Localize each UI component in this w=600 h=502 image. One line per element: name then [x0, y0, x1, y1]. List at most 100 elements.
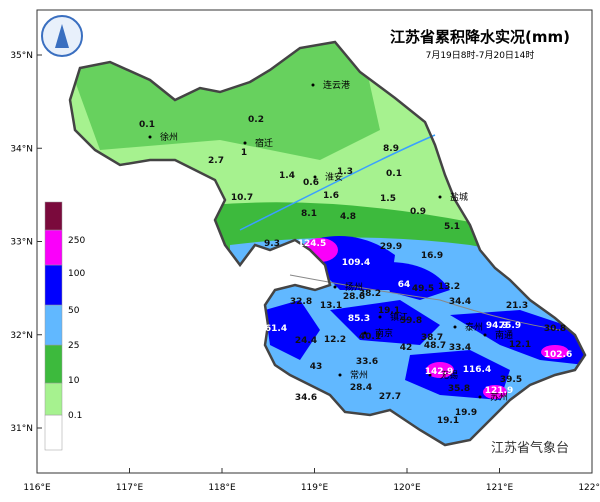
lon-label: 119°E: [301, 483, 329, 493]
city-dot: [428, 373, 432, 377]
station-value: 0.9: [410, 207, 426, 217]
legend-swatch: [44, 414, 63, 451]
station-value: 43: [310, 362, 323, 372]
station-value: 21.3: [506, 301, 528, 311]
lat-label: 33°N: [10, 238, 33, 248]
station-value: 30.8: [544, 324, 566, 334]
station-value: 33.6: [356, 357, 378, 367]
station-value: 34.4: [449, 297, 471, 307]
city-dot: [148, 135, 152, 139]
city-name: 扬州: [345, 281, 363, 293]
station-value: 38.2: [359, 289, 381, 299]
city-name: 苏州: [490, 391, 508, 403]
station-value: 0.1: [139, 120, 155, 130]
legend-swatch: [44, 201, 63, 231]
station-value: 34.6: [295, 393, 317, 403]
logo: [55, 24, 69, 48]
lon-label: 117°E: [116, 483, 144, 493]
station-value: 85.3: [348, 314, 370, 324]
city-dot: [438, 195, 442, 199]
station-value: 142.9: [425, 367, 453, 377]
city-name: 连云港: [323, 79, 350, 91]
legend-swatch: [44, 382, 63, 416]
station-value: 48.7: [424, 341, 446, 351]
legend-label: 10: [68, 376, 80, 386]
station-value: 0.2: [248, 115, 264, 125]
station-value: 35.8: [448, 384, 470, 394]
station-value: 42: [400, 343, 413, 353]
city-name: 无锡: [440, 370, 458, 381]
city-dot: [338, 373, 342, 377]
city-dot: [311, 83, 315, 87]
lat-label: 31°N: [10, 424, 33, 434]
city-dot: [378, 315, 382, 319]
station-value: 39.5: [500, 375, 522, 385]
station-value: 32.8: [290, 297, 312, 307]
river: [239, 134, 436, 231]
station-value: 27.7: [379, 392, 401, 402]
station-value: 0.6: [303, 178, 319, 188]
lat-label: 35°N: [10, 51, 33, 61]
station-value: 24.4: [295, 336, 317, 346]
station-value: 19.1: [378, 306, 400, 316]
station-value: 28.4: [350, 383, 372, 393]
legend-swatch: [44, 264, 63, 306]
station-value: 102.6: [544, 350, 572, 360]
station-value: 1.6: [323, 191, 339, 201]
station-value: 1.5: [380, 194, 396, 204]
station-value: 9.3: [264, 239, 280, 249]
lon-label: 121°E: [486, 483, 514, 493]
station-value: 94.9: [486, 321, 508, 331]
station-value: 33.4: [449, 343, 471, 353]
legend-swatch: [44, 304, 63, 346]
station-value: 12.2: [324, 335, 346, 345]
lon-label: 122°E: [578, 483, 600, 493]
station-value: 8.9: [383, 144, 399, 154]
station-value: 121.9: [485, 386, 513, 396]
legend-label: 100: [68, 269, 85, 279]
legend-swatch: [44, 344, 63, 384]
station-value: 29.9: [380, 242, 402, 252]
station-value: 64: [398, 280, 411, 290]
station-value: 1: [241, 148, 247, 158]
station-value: 61.4: [265, 324, 287, 334]
station-value: 124.5: [298, 239, 326, 249]
city-name: 南通: [495, 329, 513, 341]
city-name: 镇江: [390, 311, 408, 323]
station-value: 12.1: [509, 340, 531, 350]
lon-label: 116°E: [23, 483, 51, 493]
station-value: 1.3: [337, 167, 353, 177]
city-dot: [363, 331, 367, 335]
city-name: 南京: [375, 327, 393, 339]
lat-label: 32°N: [10, 331, 33, 341]
station-value: 116.4: [463, 365, 491, 375]
station-value: 10.7: [231, 193, 253, 203]
city-dot: [243, 141, 247, 145]
lon-label: 118°E: [208, 483, 236, 493]
legend-label: 50: [68, 306, 80, 316]
city-name: 宿迁: [255, 137, 273, 149]
station-value: 40.1: [359, 332, 381, 342]
title: 江苏省累积降水实况(mm): [390, 28, 570, 46]
station-value: 5.1: [444, 222, 460, 232]
legend-label: 25: [68, 341, 79, 351]
city-name: 泰州: [465, 321, 483, 333]
river: [289, 274, 561, 331]
city-dot: [313, 175, 317, 179]
station-value: 75.9: [499, 321, 521, 331]
city-name: 淮安: [325, 171, 343, 183]
station-value: 19.1: [437, 416, 459, 426]
station-value: 2.7: [208, 156, 224, 166]
station-value: 0.1: [386, 169, 402, 179]
subtitle: 7月19日8时-7月20日14时: [426, 49, 535, 61]
legend-label: 0.1: [68, 411, 82, 421]
station-value: 4.8: [340, 212, 356, 222]
station-value: 28.6: [343, 292, 365, 302]
legend-label: 250: [68, 236, 85, 246]
station-value: 13.1: [320, 301, 342, 311]
city-dot: [453, 325, 457, 329]
city-name: 常州: [350, 369, 368, 381]
legend-swatch: [44, 229, 63, 266]
city-name: 徐州: [160, 131, 178, 143]
